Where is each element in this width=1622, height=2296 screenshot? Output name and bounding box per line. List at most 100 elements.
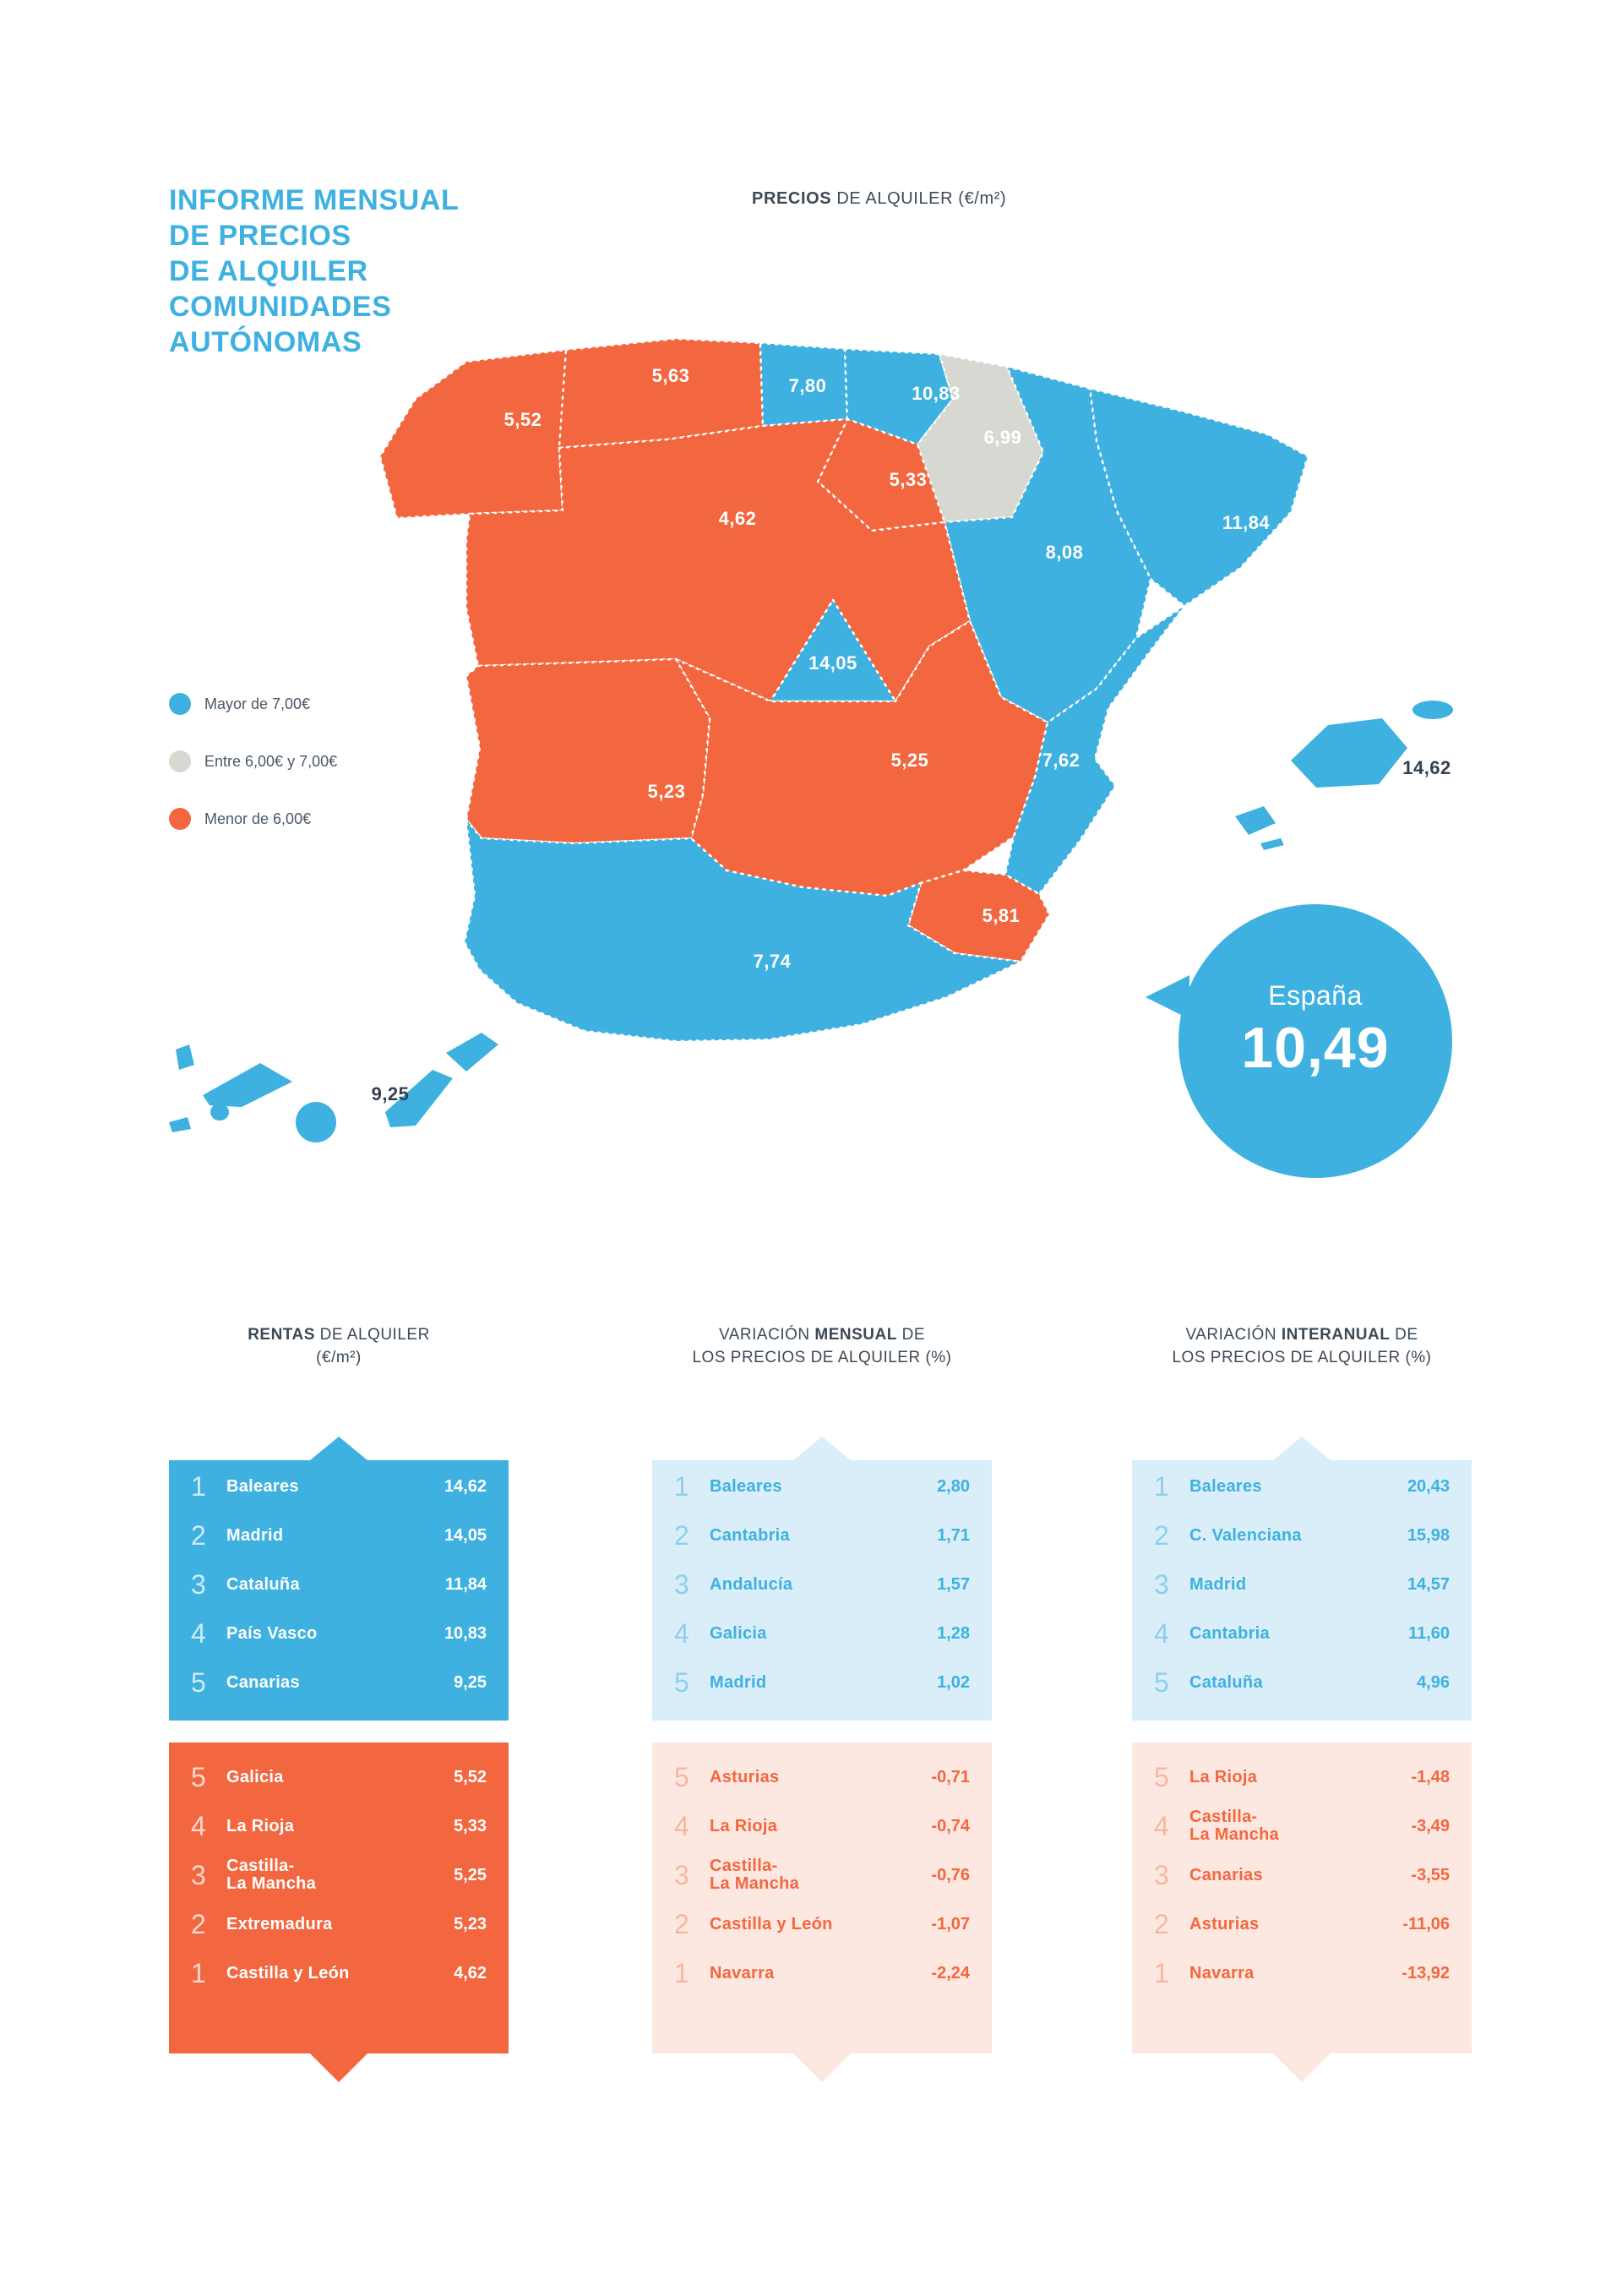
rank: 1 (674, 1957, 689, 1988)
legend-label: Mayor de 7,00€ (204, 695, 311, 712)
region-castilla-la-mancha (674, 619, 1049, 897)
table-row: 1 Castilla y León 4,62 (169, 1949, 509, 1998)
interanual-top-block: 1 Baleares 20,43 2 C. Valenciana 15,98 3 Madr… (1132, 1437, 1472, 1721)
page-title: INFORME MENSUAL DE PRECIOS DE ALQUILER C… (169, 184, 460, 358)
island-fuerteventura (385, 1070, 453, 1127)
region-name: Castilla- La Mancha (710, 1857, 800, 1893)
rank: 3 (191, 1568, 206, 1600)
spain-map (169, 337, 1453, 1143)
price-label-aragon: 8,08 (1045, 542, 1084, 563)
region-name: C. Valenciana (1189, 1525, 1302, 1545)
price-label-murcia: 5,81 (982, 905, 1021, 926)
table-row: 5 Cataluña 4,96 (1132, 1658, 1472, 1707)
island-la-gomera (210, 1104, 229, 1121)
rank: 2 (1154, 1519, 1169, 1551)
region-pais-vasco (843, 347, 955, 446)
legend-swatch-blue (169, 693, 191, 715)
region-value: -0,71 (931, 1767, 970, 1786)
region-name: Cataluña (226, 1574, 300, 1594)
region-murcia (906, 869, 1051, 963)
region-name: Galicia (710, 1623, 767, 1643)
region-name: Cataluña (1189, 1672, 1263, 1692)
region-cantabria (759, 341, 849, 428)
region-value: -3,55 (1411, 1865, 1450, 1884)
espana-value: 10,49 (1241, 1016, 1390, 1080)
region-name: Andalucía (710, 1574, 793, 1594)
region-value: 14,57 (1407, 1574, 1450, 1594)
rank: 1 (191, 1957, 206, 1988)
region-name: Canarias (1189, 1865, 1263, 1884)
table-row: 3 Castilla- La Mancha 5,25 (169, 1851, 509, 1900)
price-label-castilla-y-leon: 4,62 (718, 508, 757, 529)
legend-label: Menor de 6,00€ (204, 810, 312, 827)
rank: 4 (191, 1810, 206, 1841)
table-row: 3 Madrid 14,57 (1132, 1560, 1472, 1609)
region-name: Madrid (1189, 1574, 1247, 1594)
rank: 3 (1154, 1859, 1169, 1890)
table-row: 4 País Vasco 10,83 (169, 1609, 509, 1658)
rank: 5 (191, 1761, 206, 1792)
region-name: Navarra (710, 1963, 775, 1982)
region-value: 10,83 (444, 1623, 487, 1643)
region-value: 1,28 (937, 1623, 970, 1643)
region-name: Castilla- La Mancha (1189, 1808, 1280, 1844)
rank: 5 (674, 1666, 689, 1698)
table-row: 1 Navarra -2,24 (652, 1949, 992, 1998)
price-label-baleares: 14,62 (1402, 757, 1451, 778)
table-row: 3 Cataluña 11,84 (169, 1560, 509, 1609)
rank: 1 (674, 1470, 689, 1502)
price-label-extremadura: 5,23 (647, 781, 686, 802)
region-value: -1,07 (931, 1914, 970, 1933)
mensual-bottom-block: 5 Asturias -0,71 4 La Rioja -0,74 3 Castilla-… (652, 1742, 992, 2082)
table-row: 3 Canarias -3,55 (1132, 1851, 1472, 1900)
rank: 2 (191, 1519, 206, 1551)
rentas-top-block: 1 Baleares 14,62 2 Madrid 14,05 3 Cataluña 11,… (169, 1437, 509, 1721)
table-row: 2 Castilla y León -1,07 (652, 1900, 992, 1949)
rank: 4 (1154, 1617, 1169, 1649)
legend-label: Entre 6,00€ y 7,00€ (204, 752, 338, 770)
table-row: 2 Asturias -11,06 (1132, 1900, 1472, 1949)
rentas-bottom-block: 5 Galicia 5,52 4 La Rioja 5,33 3 Castilla- La… (169, 1742, 509, 2082)
island-ibiza (1235, 806, 1276, 835)
rank: 1 (191, 1470, 206, 1502)
region-name: Cantabria (1189, 1623, 1270, 1643)
rank: 4 (674, 1617, 689, 1649)
legend-item-menor: Menor de 6,00€ (169, 808, 337, 830)
espana-bubble: España 10,49 (1178, 904, 1452, 1178)
region-value: -13,92 (1402, 1963, 1450, 1982)
map-heading: PRECIOS DE ALQUILER (€/m²) (752, 189, 1006, 209)
price-label-c-valenciana: 7,62 (1042, 750, 1080, 771)
price-label-navarra: 6,99 (983, 427, 1022, 448)
rank: 2 (1154, 1908, 1169, 1939)
mensual-top-block: 1 Baleares 2,80 2 Cantabria 1,71 3 Andalucía 1… (652, 1437, 992, 1721)
region-galicia (378, 348, 568, 520)
interanual-bottom-block: 5 La Rioja -1,48 4 Castilla- La Mancha -3,49… (1132, 1742, 1472, 2082)
rank: 5 (1154, 1761, 1169, 1792)
region-name: Madrid (710, 1672, 767, 1692)
table-row: 4 La Rioja 5,33 (169, 1802, 509, 1851)
region-value: 1,71 (937, 1525, 970, 1545)
region-value: 1,02 (937, 1672, 970, 1692)
region-value: 14,05 (444, 1525, 487, 1545)
table-row: 4 La Rioja -0,74 (652, 1802, 992, 1851)
map-heading-bold: PRECIOS (752, 189, 832, 208)
region-extremadura (465, 657, 711, 845)
region-name: Madrid (226, 1525, 284, 1545)
price-label-asturias: 5,63 (651, 365, 690, 386)
price-label-galicia: 5,52 (503, 409, 542, 430)
island-el-hierro (169, 1117, 191, 1132)
table-header-mensual: VARIACIÓN MENSUAL DE LOS PRECIOS DE ALQU… (692, 1326, 952, 1366)
rank: 1 (1154, 1957, 1169, 1988)
legend-item-entre: Entre 6,00€ y 7,00€ (169, 750, 337, 772)
table-header-rentas: RENTAS DE ALQUILER (€/m²) (248, 1326, 430, 1366)
island-lanzarote (446, 1033, 498, 1072)
region-name: Castilla y León (710, 1914, 833, 1933)
table-row: 4 Castilla- La Mancha -3,49 (1132, 1802, 1472, 1851)
table-row: 1 Navarra -13,92 (1132, 1949, 1472, 1998)
region-name: La Rioja (710, 1816, 778, 1835)
rank: 3 (191, 1859, 206, 1890)
rank: 2 (674, 1908, 689, 1939)
table-row: 2 Extremadura 5,23 (169, 1900, 509, 1949)
region-value: 5,33 (454, 1816, 487, 1835)
region-name: Extremadura (226, 1914, 333, 1933)
